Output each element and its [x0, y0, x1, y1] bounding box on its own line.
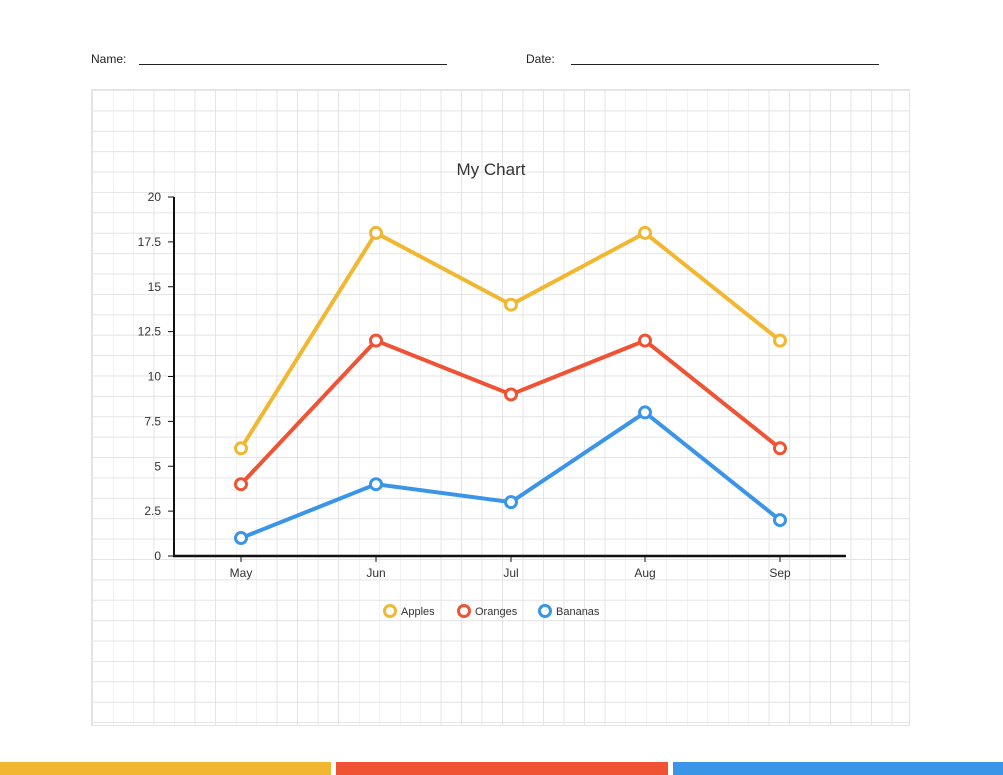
bottom-bar-middle [336, 762, 668, 775]
y-tick-label: 5 [154, 459, 161, 473]
bananas-point [773, 513, 787, 528]
bananas-legend-marker [538, 604, 552, 618]
y-tick-label: 10 [148, 370, 162, 384]
bananas-point [504, 495, 518, 510]
bottom-bar-right [673, 762, 1003, 775]
oranges-point [773, 441, 787, 456]
apples-point [234, 441, 248, 456]
y-tick-label: 15 [148, 280, 162, 294]
bananas-line [239, 410, 782, 541]
apples-point [504, 297, 518, 312]
bananas-point [638, 405, 652, 420]
x-tick-label: Aug [634, 566, 655, 580]
apples-line [239, 230, 782, 451]
date-field[interactable]: Date: [526, 50, 882, 68]
y-tick-label: 7.5 [144, 414, 161, 428]
oranges-point [638, 333, 652, 348]
axes: 0 2.5 5 7.5 10 12.5 15 17.5 20 May Jun Jul Aug Sep [138, 190, 846, 580]
date-label: Date: [526, 52, 555, 66]
x-tick-label: Jun [366, 566, 385, 580]
series-points [234, 225, 787, 546]
series-lines [239, 230, 782, 541]
oranges-legend-label: Oranges [475, 606, 518, 618]
chart-title: My Chart [457, 160, 526, 179]
oranges-point [504, 387, 518, 402]
oranges-line [239, 338, 782, 487]
bananas-legend-label: Bananas [556, 606, 600, 618]
oranges-point [234, 477, 248, 492]
bananas-point [234, 531, 248, 546]
x-tick-label: Sep [769, 566, 791, 580]
y-tick-label: 2.5 [144, 504, 161, 518]
oranges-legend-marker [457, 604, 471, 618]
name-field[interactable]: Name: [91, 50, 451, 68]
y-tick-label: 0 [154, 549, 161, 563]
name-label: Name: [91, 52, 127, 66]
y-tick-label: 12.5 [138, 325, 162, 339]
oranges-point [369, 333, 383, 348]
grid-paper [91, 89, 910, 726]
x-tick-label: Jul [503, 566, 518, 580]
apples-legend-marker [383, 604, 397, 618]
y-tick-label: 17.5 [138, 235, 162, 249]
date-line[interactable] [571, 64, 879, 65]
apples-point [369, 225, 383, 240]
legend: Apples Oranges Bananas [383, 604, 600, 618]
bottom-bar-left [0, 762, 331, 775]
x-tick-label: May [230, 566, 253, 580]
apples-point [773, 333, 787, 348]
apples-legend-label: Apples [401, 606, 435, 618]
bananas-point [369, 477, 383, 492]
y-tick-label: 20 [148, 190, 162, 204]
name-line[interactable] [139, 64, 447, 65]
apples-point [638, 225, 652, 240]
